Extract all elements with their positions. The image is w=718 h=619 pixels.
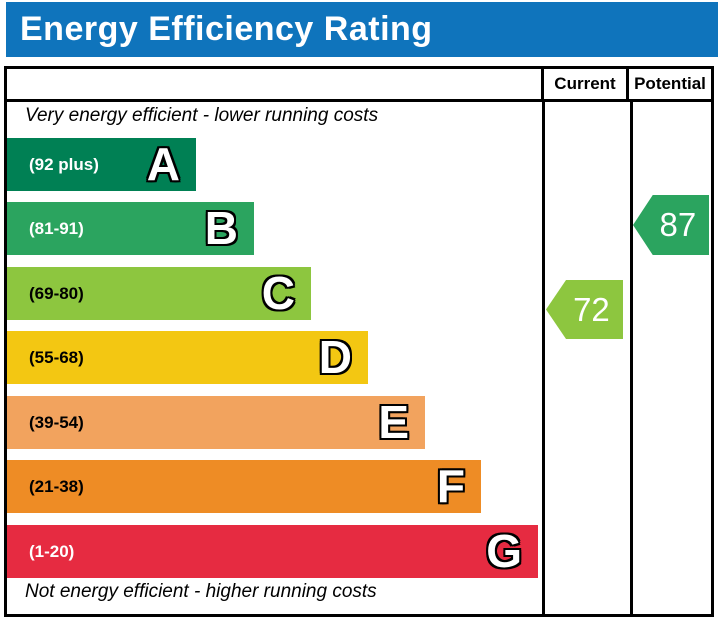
band-g: (1-20) G [7, 525, 538, 578]
band-g-range-label: (1-20) [29, 541, 75, 561]
current-column-divider [542, 102, 545, 614]
band-a-range-label: (92 plus) [29, 154, 99, 174]
potential-column-header: Potential [626, 69, 711, 99]
epc-chart: Current Potential Very energy efficient … [4, 66, 714, 617]
band-e: (39-54) E [7, 396, 425, 449]
potential-column-divider [630, 102, 633, 614]
current-rating-arrow: 72 [546, 280, 623, 339]
band-d-letter: D [318, 331, 352, 383]
band-a: (92 plus) A [7, 138, 196, 191]
band-e-letter: E [378, 396, 409, 448]
bottom-caption: Not energy efficient - higher running co… [25, 581, 377, 602]
band-d-range-label: (55-68) [29, 347, 84, 367]
current-column-header: Current [541, 69, 626, 99]
current-rating-value: 72 [573, 290, 610, 328]
band-g-letter: G [486, 525, 522, 577]
band-f-letter: F [436, 460, 465, 512]
title-bar: Energy Efficiency Rating [6, 2, 718, 57]
top-caption: Very energy efficient - lower running co… [25, 105, 379, 126]
header-spacer [7, 69, 541, 99]
potential-rating-arrow: 87 [633, 195, 709, 255]
chart-header-row: Current Potential [7, 69, 711, 102]
band-b-letter: B [204, 202, 238, 254]
band-a-letter: A [146, 138, 180, 190]
band-f-range-label: (21-38) [29, 476, 84, 496]
band-c: (69-80) C [7, 267, 311, 320]
band-c-letter: C [261, 267, 295, 319]
band-e-range-label: (39-54) [29, 412, 84, 432]
band-f: (21-38) F [7, 460, 481, 513]
band-c-range-label: (69-80) [29, 283, 84, 303]
band-d: (55-68) D [7, 331, 368, 384]
band-b: (81-91) B [7, 202, 254, 255]
page-title: Energy Efficiency Rating [20, 10, 433, 48]
potential-rating-value: 87 [659, 206, 697, 243]
band-b-range-label: (81-91) [29, 218, 84, 238]
